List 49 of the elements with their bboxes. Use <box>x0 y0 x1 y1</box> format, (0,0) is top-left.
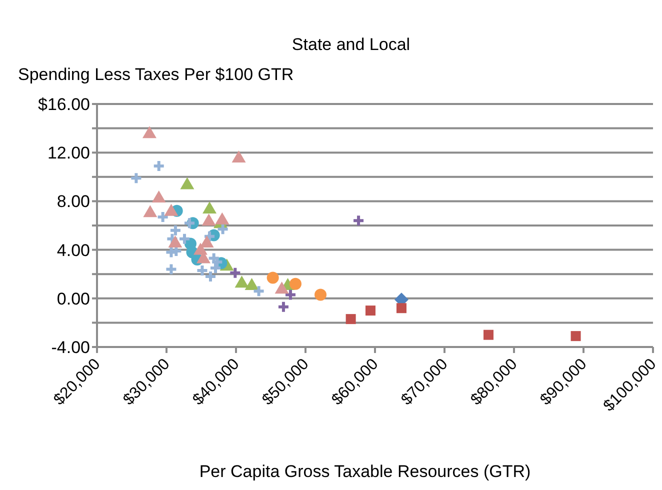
point <box>166 232 179 246</box>
y-tick-label: $16.00 <box>38 94 90 114</box>
point <box>352 214 366 228</box>
point <box>202 201 217 214</box>
point <box>483 330 494 340</box>
point <box>164 204 178 216</box>
point <box>244 278 259 290</box>
point <box>289 278 302 290</box>
y-axis-title: Spending Less Taxes Per $100 GTR <box>18 65 294 84</box>
x-axis-title: Per Capita Gross Taxable Resources (GTR) <box>199 462 531 481</box>
point <box>215 212 230 224</box>
point <box>202 214 216 226</box>
point <box>209 262 222 275</box>
point <box>143 205 158 218</box>
point <box>164 262 178 276</box>
y-tick-label: -4.00 <box>51 338 90 357</box>
point <box>168 236 182 248</box>
y-tick-label: 12.00 <box>47 144 90 163</box>
point <box>203 230 216 243</box>
y-tick-label: 4.00 <box>56 240 90 260</box>
point <box>210 255 224 268</box>
point <box>180 177 194 190</box>
chart-title: State and Local <box>292 35 410 54</box>
point <box>266 272 279 284</box>
point <box>276 300 290 314</box>
point <box>232 150 246 162</box>
point <box>156 210 170 224</box>
point <box>284 288 297 302</box>
point <box>200 236 214 248</box>
point <box>142 126 156 138</box>
y-tick-label: 8.00 <box>56 192 90 212</box>
point <box>193 242 208 255</box>
point <box>274 282 289 294</box>
point <box>314 288 327 301</box>
point <box>152 159 166 172</box>
point <box>152 190 166 203</box>
y-tick-label: 0.00 <box>56 289 90 308</box>
point <box>228 266 242 280</box>
point <box>168 224 182 237</box>
point <box>396 303 406 314</box>
point <box>346 314 356 324</box>
point <box>178 232 191 246</box>
point <box>570 331 581 342</box>
point <box>365 306 376 316</box>
point <box>252 284 266 298</box>
point <box>234 276 249 288</box>
point <box>216 222 230 236</box>
point <box>130 172 143 185</box>
point <box>183 216 196 230</box>
